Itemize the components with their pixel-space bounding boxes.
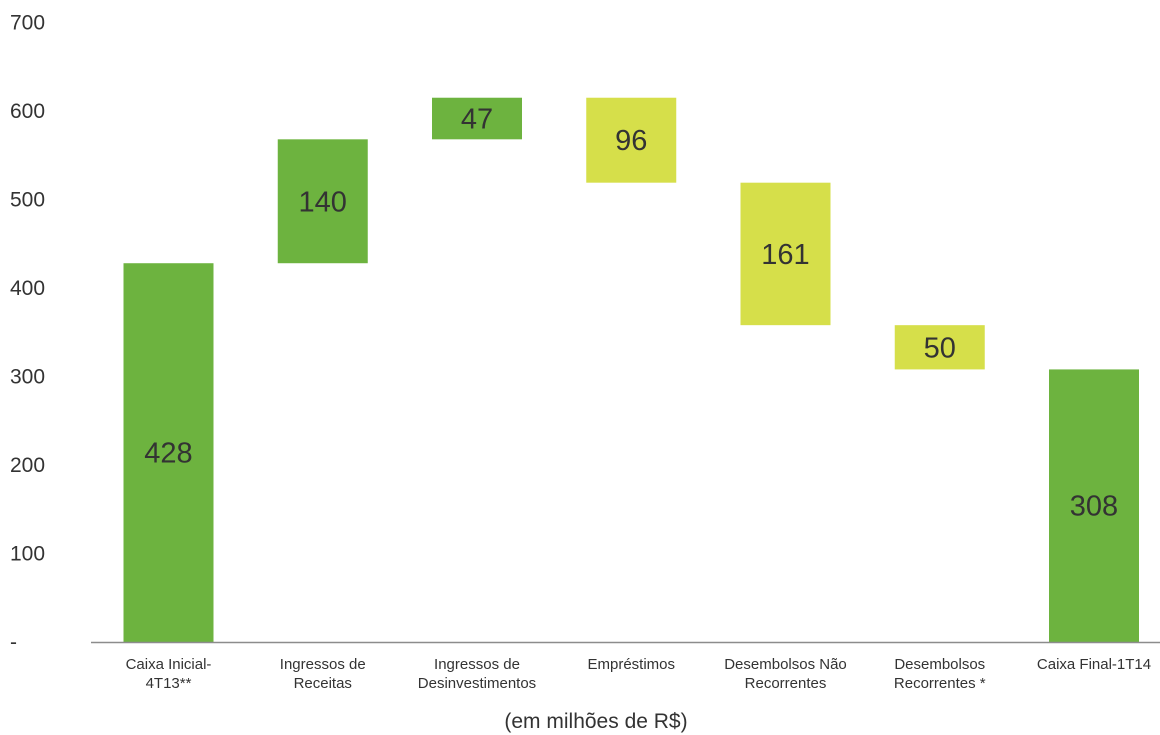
x-tick-label: Caixa Final-1T14 bbox=[1037, 656, 1151, 673]
x-tick-label: Ingressos de Desinvestimentos bbox=[418, 656, 536, 692]
bar bbox=[894, 325, 985, 370]
data-label: 50 bbox=[924, 332, 956, 364]
x-tick-label: Caixa Inicial-4T13** bbox=[126, 656, 212, 692]
data-label: 308 bbox=[1070, 491, 1118, 523]
y-tick-label: 600 bbox=[10, 100, 45, 123]
x-axis-title: (em milhões de R$) bbox=[504, 710, 687, 733]
data-label: 140 bbox=[299, 186, 347, 218]
data-labels: 428 140 47 96 161 50 308 bbox=[144, 104, 1118, 523]
bar bbox=[586, 97, 677, 183]
y-tick-label: - bbox=[10, 631, 17, 654]
data-label: 96 bbox=[615, 125, 647, 157]
bar bbox=[740, 182, 831, 326]
x-tick-label: Desembolsos Não Recorrentes bbox=[724, 656, 847, 692]
data-label: 161 bbox=[761, 239, 809, 271]
bar bbox=[123, 263, 214, 642]
y-tick-label: 700 bbox=[10, 12, 45, 35]
x-tick-label: Empréstimos bbox=[587, 656, 675, 673]
data-label: 47 bbox=[461, 104, 493, 136]
x-tick-label: Ingressos de Receitas bbox=[280, 656, 366, 692]
bars bbox=[123, 97, 1139, 642]
x-tick-label: Desembolsos Recorrentes * bbox=[894, 656, 986, 692]
y-tick-label: 300 bbox=[10, 366, 45, 389]
x-axis-ticks: Caixa Inicial-4T13** Ingressos de Receitas… bbox=[126, 656, 1152, 692]
bar bbox=[432, 97, 522, 140]
y-tick-label: 400 bbox=[10, 277, 45, 300]
bar bbox=[277, 139, 368, 264]
bar bbox=[1049, 369, 1139, 642]
y-tick-label: 200 bbox=[10, 454, 45, 477]
y-tick-label: 500 bbox=[10, 189, 45, 212]
data-label: 428 bbox=[144, 438, 192, 470]
y-tick-label: 100 bbox=[10, 543, 45, 566]
y-axis-ticks: - 100 200 300 400 500 600 700 bbox=[10, 12, 45, 655]
